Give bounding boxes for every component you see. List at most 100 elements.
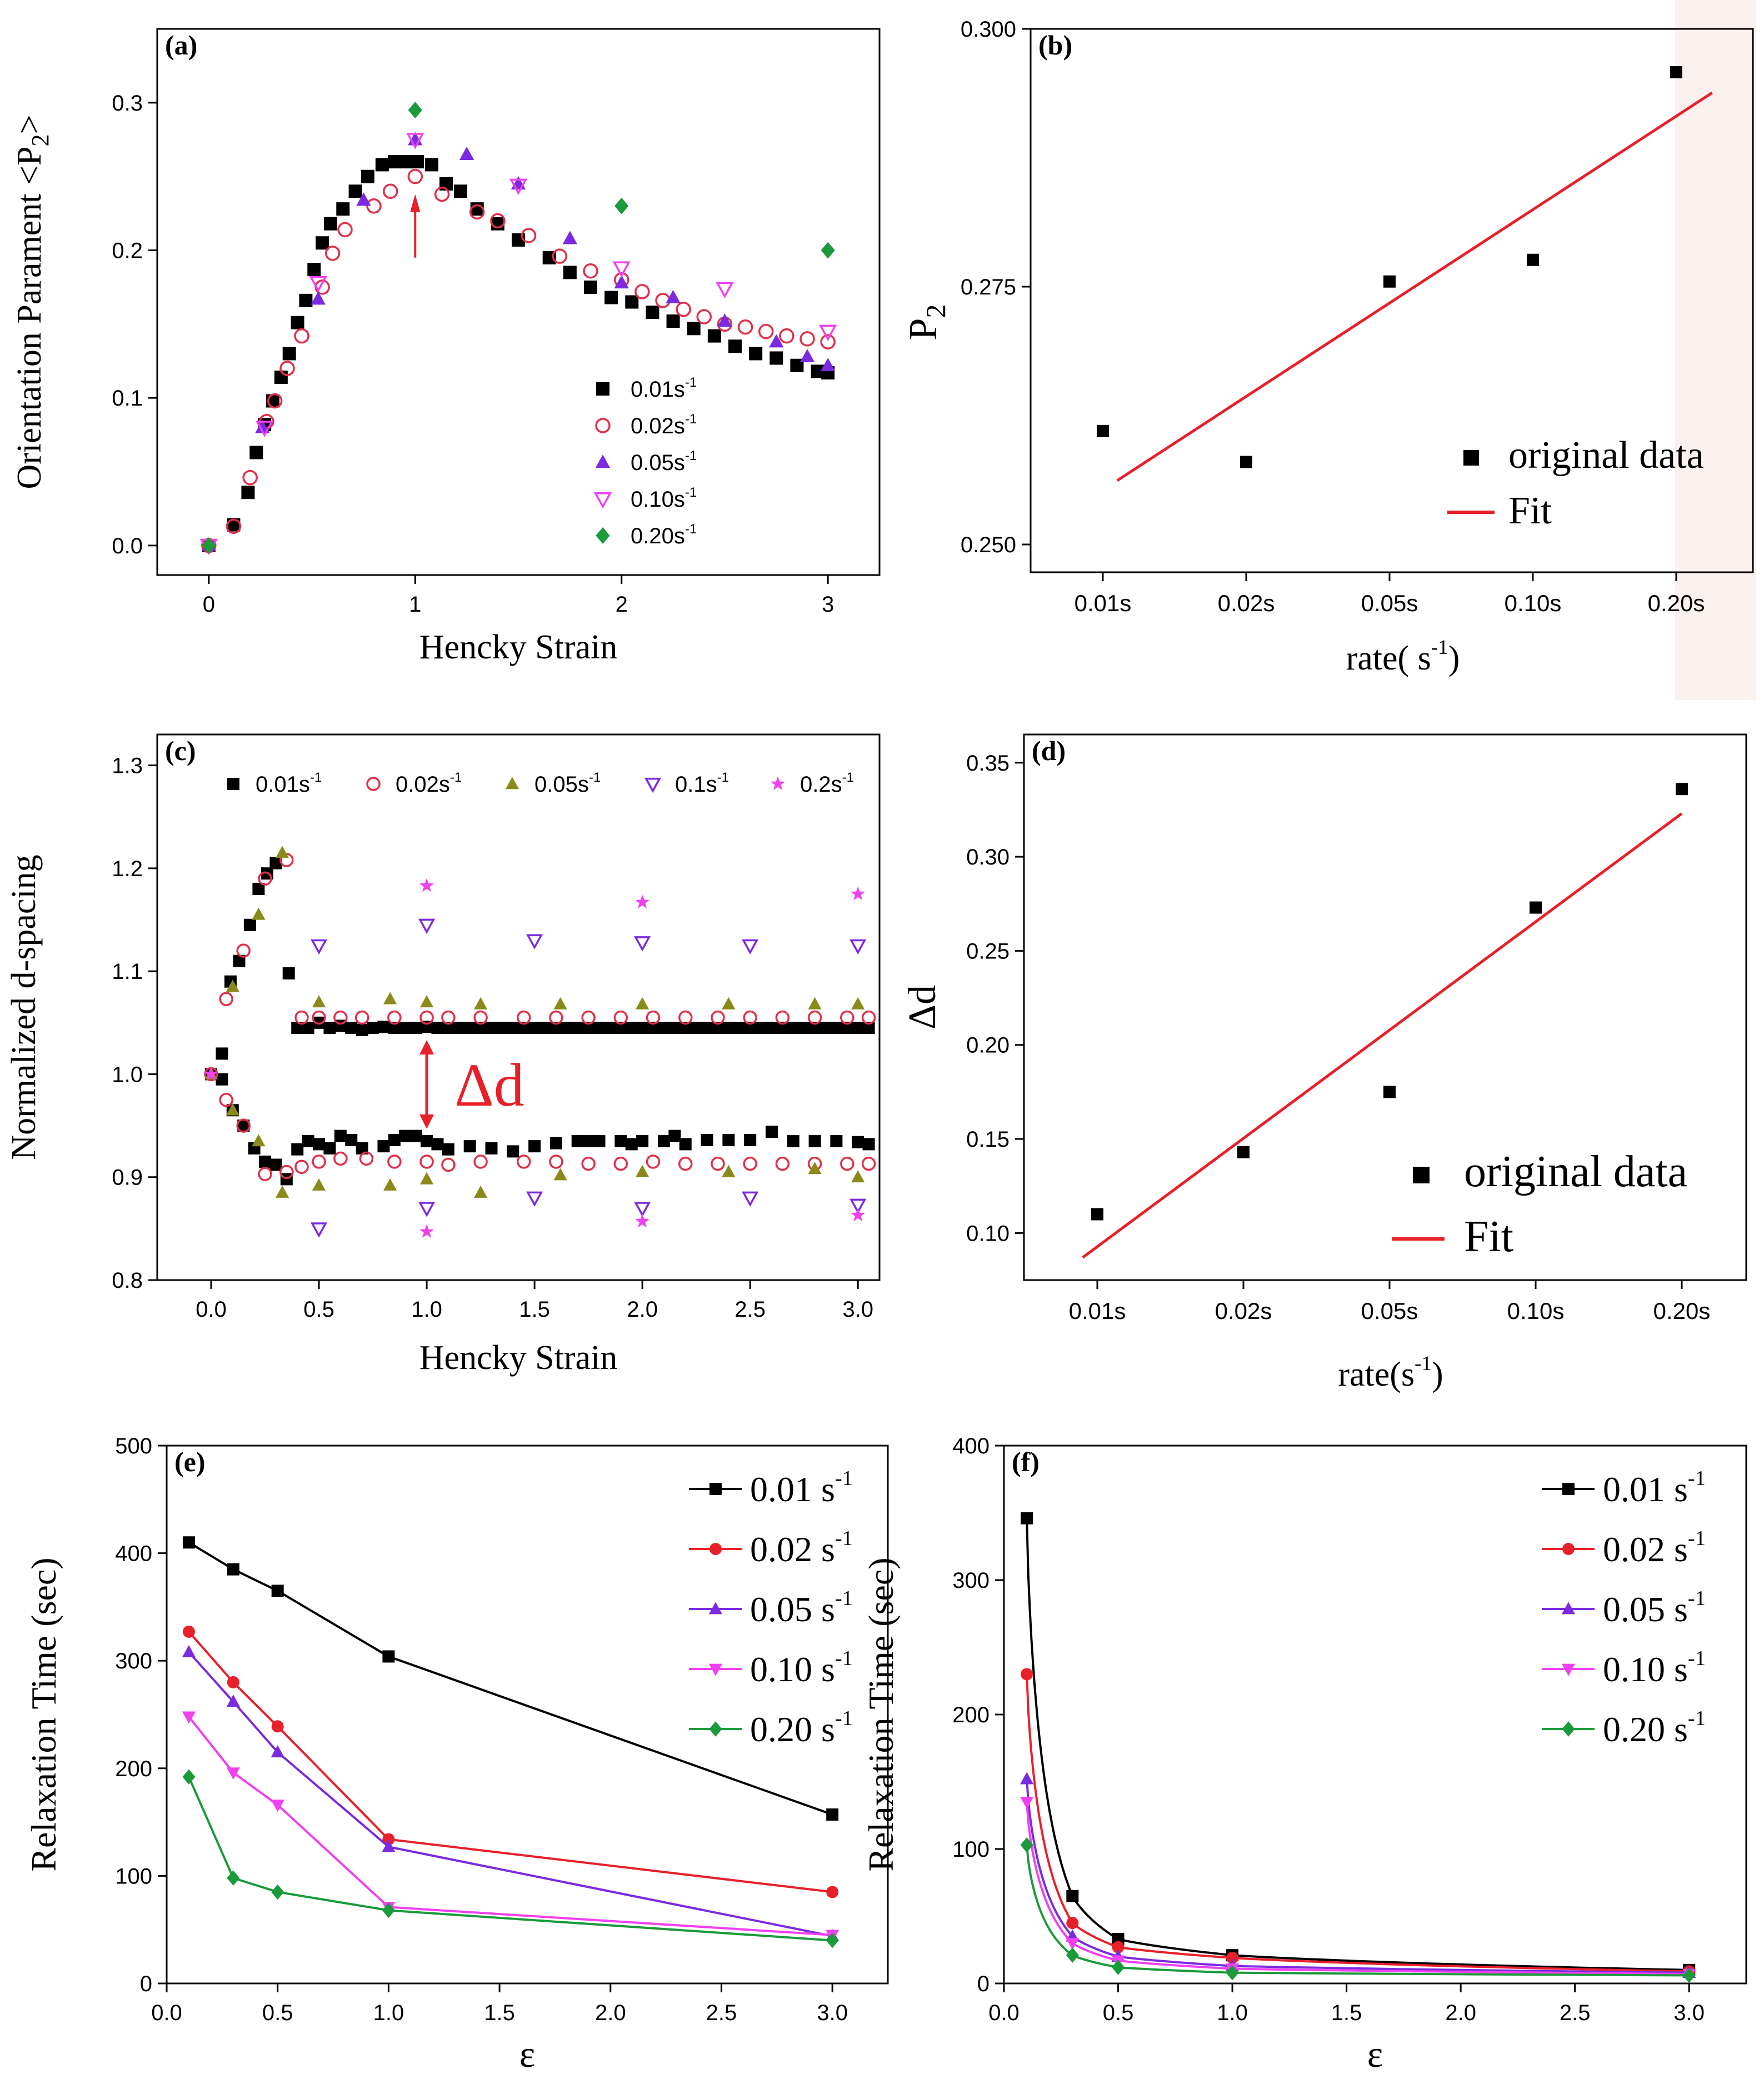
data-point [668, 1022, 681, 1034]
data-point [337, 222, 353, 238]
data-point [182, 1625, 195, 1638]
y-tick-label: 0.275 [961, 275, 1016, 299]
y-tick-label: 0.20 [966, 1033, 1010, 1058]
data-point [528, 1022, 541, 1034]
data-point [387, 1155, 402, 1169]
data-point [324, 246, 341, 261]
data-point [553, 1168, 567, 1181]
data-point [582, 1135, 595, 1147]
data-point [851, 997, 865, 1009]
data-point [679, 1022, 692, 1034]
x-tick-label: 2.5 [1560, 2001, 1591, 2025]
data-point [382, 1840, 396, 1852]
legend-label: original data [1464, 1147, 1687, 1196]
data-point [441, 1010, 456, 1025]
data-point [776, 1022, 789, 1034]
data-point [216, 1047, 228, 1060]
legend-marker [709, 1543, 722, 1555]
data-point [517, 1022, 530, 1034]
data-point [226, 1103, 239, 1116]
data-point [356, 192, 371, 206]
data-point [646, 306, 659, 319]
data-point [312, 1178, 326, 1191]
legend-marker [709, 1483, 722, 1495]
data-point [409, 1130, 422, 1142]
data-point [646, 1155, 661, 1169]
y-axis-label: Normalized d-spacing [5, 854, 43, 1160]
series-line [1026, 1845, 1690, 1977]
data-point [1240, 456, 1252, 468]
data-point [226, 1767, 240, 1780]
data-point [485, 1022, 498, 1034]
legend-marker [770, 776, 786, 791]
data-point [252, 1134, 266, 1147]
data-point [635, 894, 650, 909]
legend-label: Fit [1508, 489, 1552, 532]
y-axis-label: Δd [901, 985, 944, 1029]
x-tick-label: 2 [616, 592, 628, 617]
data-point [528, 1140, 541, 1153]
data-point [696, 309, 712, 324]
legend-label: 0.05 s-1 [750, 1587, 853, 1629]
panel-label: (f) [1012, 1446, 1040, 1477]
data-point [716, 282, 734, 299]
data-point [227, 1676, 239, 1688]
data-point [255, 419, 270, 433]
data-point [516, 1010, 531, 1025]
series-line [1026, 1779, 1690, 1974]
legend-label: 0.10 s-1 [750, 1647, 853, 1689]
data-point [227, 1563, 239, 1576]
data-point [271, 1585, 284, 1597]
data-point [406, 133, 424, 149]
data-point [614, 1022, 627, 1034]
data-point [324, 217, 337, 231]
data-point [302, 1022, 314, 1034]
x-tick-label: 0.20s [1648, 590, 1705, 616]
series-0 [1021, 1512, 1696, 1976]
data-point [334, 1130, 347, 1142]
series-3 [310, 918, 867, 1238]
data-point [1066, 1890, 1079, 1902]
data-point [356, 1142, 368, 1155]
data-point [849, 939, 867, 955]
data-point [821, 242, 835, 259]
legend-marker [708, 1602, 723, 1615]
x-tick-label: 0.5 [262, 2001, 293, 2025]
data-point [707, 329, 721, 343]
data-point [312, 1155, 326, 1169]
data-point [507, 1145, 519, 1158]
data-point [312, 1010, 326, 1025]
data-point [561, 1022, 573, 1034]
data-point [722, 1134, 735, 1147]
data-point [299, 293, 313, 307]
data-point [226, 979, 239, 992]
data-point [636, 997, 649, 1009]
x-tick-label: 0.02s [1218, 590, 1275, 616]
data-point [826, 1808, 839, 1821]
data-point [849, 1198, 867, 1215]
data-point [775, 1156, 790, 1171]
data-point [333, 1151, 348, 1166]
data-point [625, 1138, 638, 1151]
data-point [269, 857, 282, 869]
legend-label: 0.20 s-1 [1603, 1707, 1706, 1749]
y-tick-label: 0 [140, 1972, 152, 1996]
data-point [1021, 1668, 1033, 1681]
data-point [758, 323, 774, 339]
y-tick-label: 0.1 [112, 386, 143, 411]
data-point [275, 846, 289, 858]
data-point [1530, 901, 1542, 914]
delta-d-annotation: Δd [454, 1051, 524, 1119]
legend-label: 0.10 s-1 [1603, 1647, 1706, 1689]
data-point [312, 995, 326, 1008]
x-tick-label: 1.0 [1217, 2001, 1248, 2025]
data-point [666, 314, 680, 328]
x-tick-label: 1.0 [411, 1297, 442, 1322]
data-point [562, 231, 578, 244]
data-point [799, 349, 815, 362]
data-point [765, 1022, 778, 1034]
data-point [377, 1021, 390, 1033]
data-point [647, 1022, 659, 1034]
data-point [1091, 1208, 1103, 1221]
legend-marker [596, 382, 609, 396]
